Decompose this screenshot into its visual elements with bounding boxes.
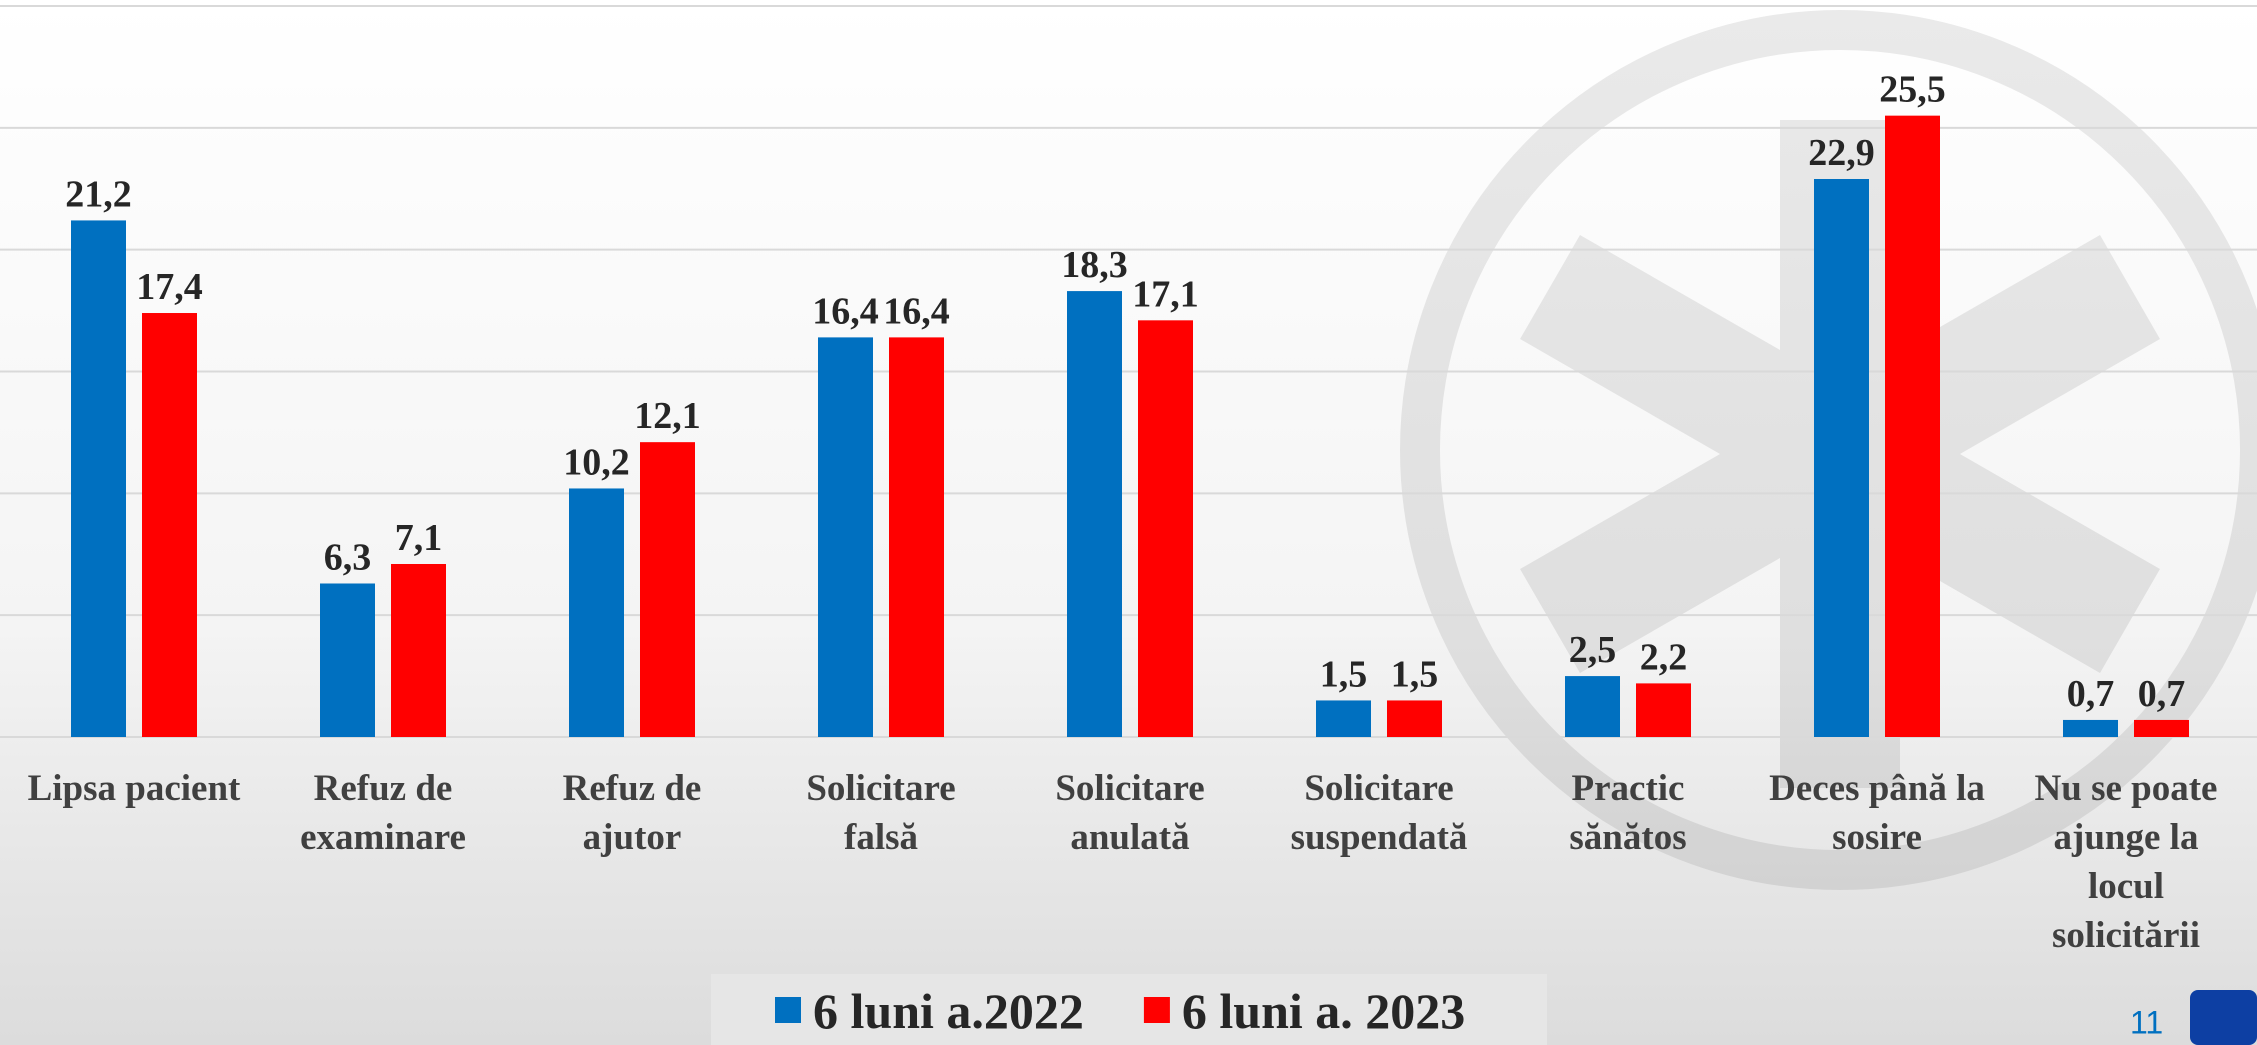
bar <box>640 442 695 737</box>
value-label: 16,4 <box>883 290 950 332</box>
value-label: 17,1 <box>1132 273 1199 315</box>
x-tick-label: Practic sănătos <box>1513 764 1743 862</box>
legend-label: 6 luni a. 2023 <box>1182 983 1465 1039</box>
legend-swatch <box>1144 997 1170 1023</box>
value-label: 2,5 <box>1569 629 1617 671</box>
value-label: 12,1 <box>634 395 701 437</box>
bar <box>1814 179 1869 737</box>
bar <box>1565 676 1620 737</box>
chart: 11 21,2 17,4 6,3 7,1 10,212,1 16,416,4 18,317,… <box>0 0 2257 1045</box>
bar <box>320 583 375 737</box>
value-label: 1,5 <box>1320 653 1368 695</box>
value-label: 10,2 <box>563 441 630 483</box>
value-label: 25,5 <box>1879 69 1946 111</box>
value-label: 16,4 <box>812 290 879 332</box>
x-tick-label: Solicitare anulată <box>1015 764 1245 862</box>
bar <box>1316 700 1371 737</box>
x-tick-label: Nu se poate ajunge la locul solicitării <box>2011 764 2241 960</box>
value-label: 0,7 <box>2067 673 2115 715</box>
x-tick-label: Solicitare falsă <box>766 764 996 862</box>
x-tick-label: Refuz de examinare <box>268 764 498 862</box>
bar <box>569 488 624 737</box>
value-label: 7,1 <box>395 517 443 559</box>
bar <box>1885 116 1940 737</box>
value-label: 1,5 <box>1391 653 1439 695</box>
bar <box>142 313 197 737</box>
logo <box>2190 990 2257 1045</box>
value-label: 0,7 <box>2138 673 2186 715</box>
bar <box>71 220 126 737</box>
page-number: 11 <box>2130 1004 2163 1040</box>
bar <box>2134 720 2189 737</box>
page: 11 21,2 17,4 6,3 7,1 10,212,1 16,416,4 18,317,… <box>0 0 2257 1045</box>
bar <box>1387 700 1442 737</box>
value-label: 17,4 <box>136 266 203 308</box>
bar <box>1067 291 1122 737</box>
legend-label: 6 luni a.2022 <box>813 983 1084 1039</box>
x-tick-label: Solicitare suspendată <box>1264 764 1494 862</box>
bar <box>889 337 944 737</box>
x-tick-label: Refuz de ajutor <box>517 764 747 862</box>
bar <box>1138 320 1193 737</box>
bar <box>2063 720 2118 737</box>
value-label: 22,9 <box>1808 132 1875 174</box>
x-tick-label: Deces până la sosire <box>1762 764 1992 862</box>
legend-swatch <box>775 997 801 1023</box>
bar <box>818 337 873 737</box>
value-label: 21,2 <box>65 173 132 215</box>
value-label: 6,3 <box>324 536 372 578</box>
x-tick-label: Lipsa pacient <box>19 764 249 813</box>
value-label: 18,3 <box>1061 244 1128 286</box>
bar <box>1636 683 1691 737</box>
bar <box>391 564 446 737</box>
value-label: 2,2 <box>1640 636 1688 678</box>
